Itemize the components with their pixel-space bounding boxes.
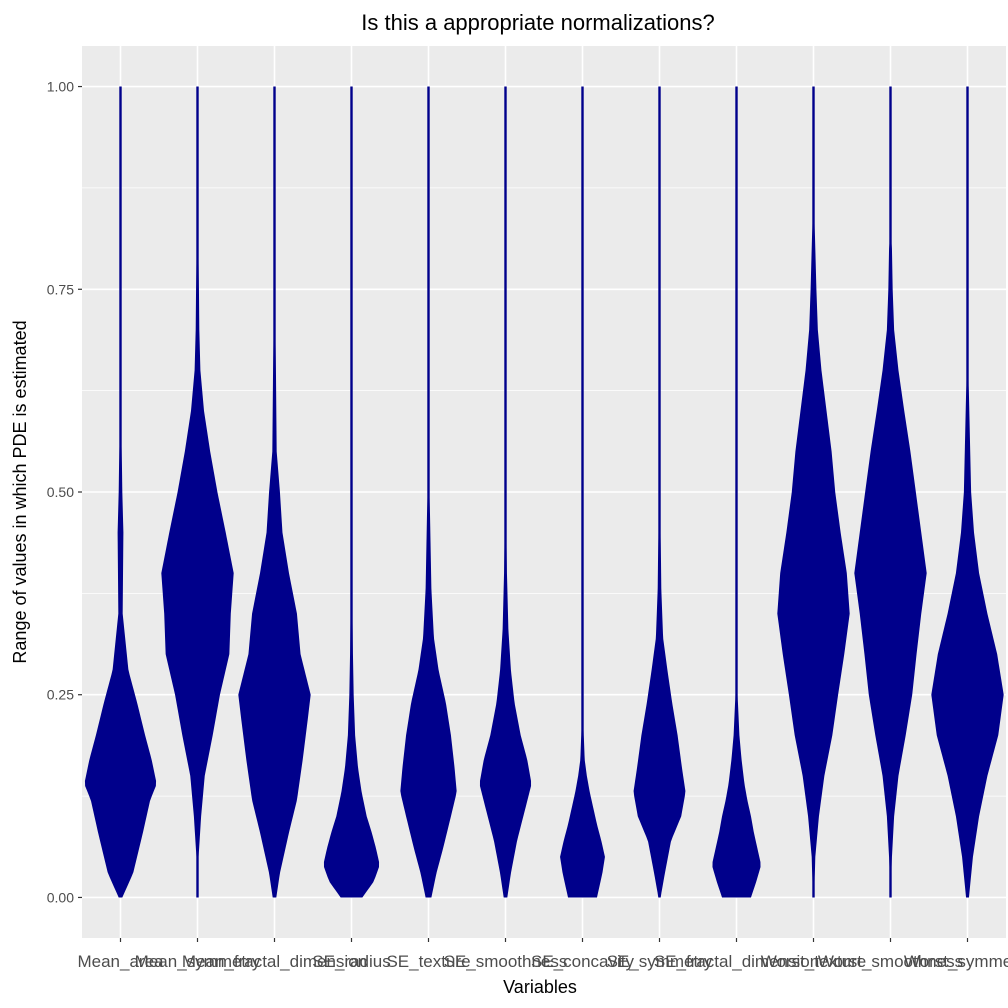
y-tick-label: 1.00	[47, 79, 74, 95]
x-tick-label: SE_smoothness	[444, 952, 568, 971]
chart-title: Is this a appropriate normalizations?	[361, 10, 714, 35]
violin-SE_concavity	[560, 86, 605, 898]
x-tick-label: Mean_fractal_dimension	[182, 952, 367, 971]
x-tick-label: SE_texture	[386, 952, 470, 971]
violin-Mean_symmetry	[161, 86, 234, 898]
x-tick-label: Worst_smoothness	[818, 952, 963, 971]
x-tick-label: SE_radius	[312, 952, 390, 971]
y-tick-label: 0.25	[47, 687, 74, 703]
x-axis: Mean_areaMean_symmetryMean_fractal_dimen…	[77, 938, 1008, 971]
x-axis-title: Variables	[503, 977, 577, 997]
y-tick-label: 0.50	[47, 484, 74, 500]
violin-Mean_area	[84, 86, 157, 898]
x-tick-label: Mean_area	[77, 952, 164, 971]
y-tick-label: 0.00	[47, 889, 74, 905]
violin-Worst_smoothness	[854, 86, 927, 898]
violin-SE_texture	[400, 86, 457, 898]
violin-SE_radius	[323, 86, 380, 898]
violin-Worst_texture	[777, 86, 850, 898]
x-tick-label: SE_fractal_dimension	[654, 952, 819, 971]
x-tick-label: SE_concavity	[531, 952, 634, 971]
y-axis: 0.00 0.25 0.50 0.75 1.00	[47, 79, 82, 905]
x-tick-label: SE_symmetry	[607, 952, 713, 971]
x-tick-label: Mean_symmetry	[135, 952, 261, 971]
violin-SE_symmetry	[633, 86, 686, 898]
x-tick-label: Worst_texture	[761, 952, 867, 971]
violins	[84, 86, 1004, 898]
grid-minor	[82, 187, 1006, 797]
x-tick-label: Worst_symmetry	[904, 952, 1008, 971]
violin-Mean_fractal_dimension	[238, 86, 311, 898]
violin-SE_fractal_dimension	[712, 86, 761, 898]
y-tick-label: 0.75	[47, 281, 74, 297]
violin-Worst_symmetry	[931, 86, 1004, 898]
y-axis-title: Range of values in which PDE is estimate…	[10, 320, 30, 663]
violin-SE_smoothness	[479, 86, 532, 898]
